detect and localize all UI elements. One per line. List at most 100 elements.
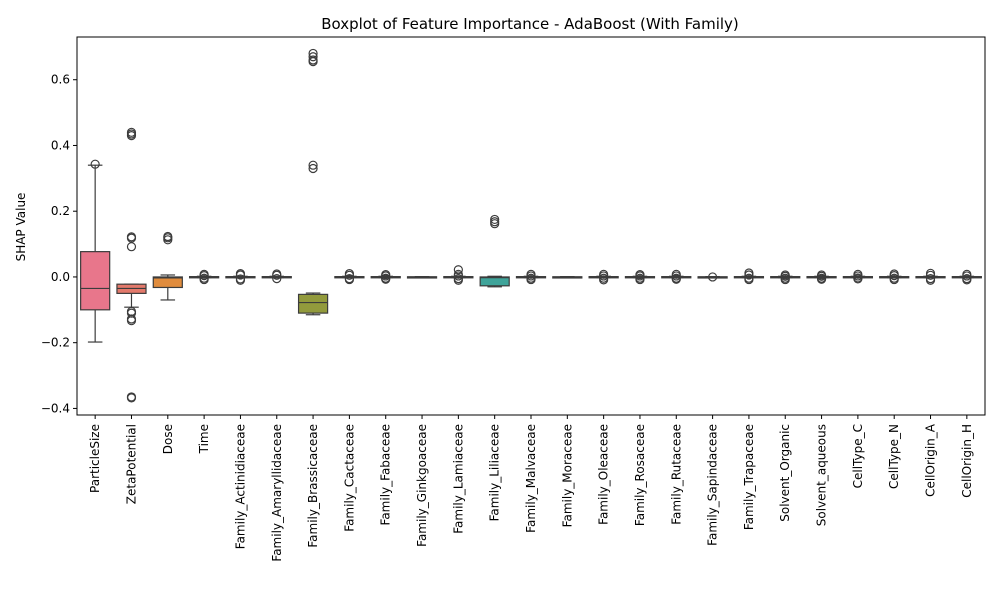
outlier-point <box>599 275 609 285</box>
outlier-point <box>126 242 137 252</box>
box-series <box>80 48 982 403</box>
x-tick-label: ParticleSize <box>88 424 102 493</box>
y-tick-label: 0.6 <box>51 73 70 87</box>
outlier-point <box>126 393 137 403</box>
outlier-point <box>707 272 718 282</box>
outlier-point <box>272 270 282 280</box>
box-cellorigin-a <box>915 268 946 285</box>
x-tick-label: Family_Lamiaceae <box>451 424 465 534</box>
x-tick-label: Family_Oleaceae <box>597 424 611 525</box>
x-tick-label: Family_Amaryllidaceae <box>270 424 284 562</box>
outlier-point <box>526 271 536 281</box>
outlier-point <box>925 270 936 280</box>
y-tick-label: 0.0 <box>51 270 70 284</box>
x-tick-label: CellType_C <box>851 424 865 488</box>
outlier-point <box>962 271 972 281</box>
box-zetapotential <box>116 127 147 403</box>
x-tick-label: Family_Cactaceae <box>342 424 356 532</box>
box-dose <box>152 231 183 301</box>
outlier-point <box>526 274 536 285</box>
x-tick-label: ZetaPotential <box>124 424 138 504</box>
y-tick-label: 0.2 <box>51 204 70 218</box>
box-family-trapaceae <box>733 268 765 285</box>
x-tick-label: Dose <box>161 424 175 454</box>
outlier-point <box>308 52 318 62</box>
outlier-point <box>490 214 500 225</box>
outlier-point <box>381 271 391 281</box>
box-solvent-aqueous <box>806 270 837 284</box>
outlier-point <box>635 274 645 285</box>
box-family-malvaceae <box>515 269 547 285</box>
outlier-point <box>599 271 609 281</box>
y-tick-label: −0.4 <box>41 401 70 415</box>
outlier-point <box>490 219 500 229</box>
box-cellorigin-h <box>951 269 982 285</box>
x-tick-label: Family_Sapindaceae <box>706 424 720 546</box>
box-celltype-n <box>879 269 910 285</box>
outlier-point <box>925 275 936 285</box>
outlier-point <box>962 275 972 285</box>
x-tick-label: Solvent_aqueous <box>815 424 829 526</box>
box-body <box>152 276 183 289</box>
outlier-point <box>308 160 318 170</box>
outlier-point <box>163 235 173 245</box>
x-tick-label: CellType_N <box>887 424 901 489</box>
outlier-point <box>744 274 754 285</box>
box-solvent-organic <box>770 270 801 285</box>
box-particlesize <box>80 159 111 343</box>
outlier-point <box>126 316 137 326</box>
box-family-liliaceae <box>479 214 510 288</box>
outlier-point <box>126 131 137 141</box>
outlier-point <box>453 275 463 285</box>
outlier-point <box>199 271 209 281</box>
outlier-point <box>671 271 681 281</box>
x-tick-label: CellOrigin_A <box>924 423 938 497</box>
x-tick-label: Family_Actinidiaceae <box>233 424 247 549</box>
outlier-point <box>453 271 463 281</box>
x-axis: ParticleSize ZetaPotential Dose Time Family_… <box>88 415 974 562</box>
x-tick-label: Family_Ginkgoaceae <box>415 424 429 547</box>
box-family-brassicaceae <box>297 48 329 316</box>
outlier-point <box>853 274 863 284</box>
outlier-point <box>235 270 246 280</box>
x-tick-label: Family_Rosaceae <box>633 424 647 526</box>
y-tick-label: −0.2 <box>41 336 70 350</box>
outlier-point <box>344 274 354 285</box>
x-tick-label: Family_Liliaceae <box>488 424 502 521</box>
box-family-moraceae <box>552 276 583 279</box>
outlier-point <box>816 274 827 284</box>
box-time <box>188 269 220 285</box>
x-tick-label: Family_Malvaceae <box>524 424 538 533</box>
box-family-cactaceae <box>334 269 365 285</box>
box-family-fabaceae <box>370 270 401 284</box>
outlier-point <box>272 273 282 284</box>
outlier-point <box>889 274 899 285</box>
box-family-ginkgoaceae <box>406 276 438 279</box>
box-body <box>80 251 111 311</box>
outlier-point <box>889 271 899 281</box>
box-body <box>479 276 510 287</box>
outlier-point <box>308 57 318 67</box>
x-tick-label: CellOrigin_H <box>960 424 974 498</box>
outlier-point <box>453 265 463 275</box>
box-celltype-c <box>842 269 874 284</box>
plot-frame <box>76 36 986 416</box>
outlier-point <box>381 274 391 284</box>
outlier-point <box>344 270 354 280</box>
y-tick-label: 0.4 <box>51 138 70 152</box>
x-tick-label: Family_Rutaceae <box>669 424 683 525</box>
x-tick-label: Family_Moraceae <box>560 424 574 527</box>
x-tick-label: Time <box>197 424 211 454</box>
y-axis-label: SHAP Value <box>14 193 28 262</box>
outlier-point <box>635 271 645 281</box>
outlier-point <box>780 274 790 285</box>
outlier-point <box>90 159 100 169</box>
box-family-rutaceae <box>661 269 692 284</box>
box-family-amaryllidaceae <box>261 269 292 284</box>
chart-title: Boxplot of Feature Importance - AdaBoost… <box>321 15 739 33</box>
outlier-point <box>308 163 318 174</box>
y-axis: −0.4 −0.2 0.0 0.2 0.4 0.6 <box>41 73 77 415</box>
x-tick-label: Family_Fabaceae <box>379 424 393 525</box>
outlier-point <box>671 274 681 284</box>
